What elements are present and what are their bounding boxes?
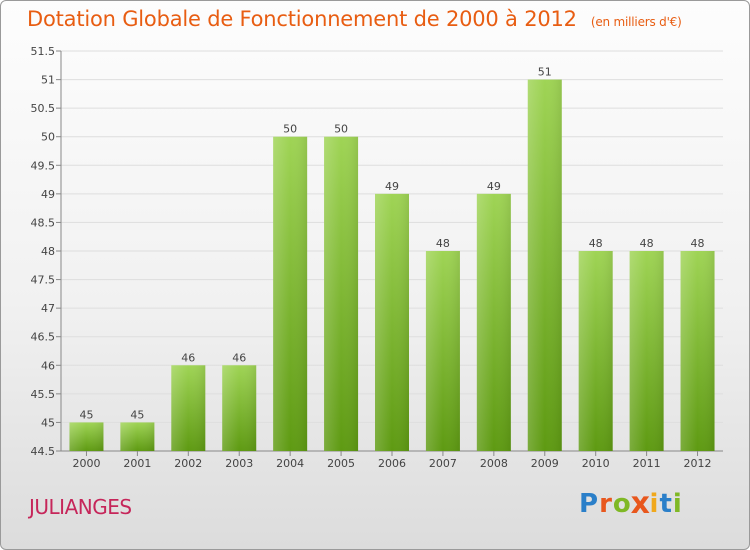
- x-tick-label: 2006: [378, 457, 406, 470]
- y-tick-label: 49: [41, 188, 55, 201]
- data-label: 51: [538, 66, 552, 79]
- data-labels: 45 45 46 46 50 50 49 48 49 51 48 48 48: [79, 66, 704, 422]
- x-tick-label: 2007: [429, 457, 457, 470]
- data-label: 49: [385, 180, 399, 193]
- logo-letter: r: [599, 489, 613, 519]
- bar-shade: [578, 251, 613, 451]
- y-tick-label: 46: [41, 359, 55, 372]
- data-label: 48: [589, 237, 603, 250]
- x-tick-label: 2012: [684, 457, 712, 470]
- y-tick-label: 49.5: [31, 159, 56, 172]
- x-tick-label: 2008: [480, 457, 508, 470]
- bar-shade: [527, 79, 562, 452]
- y-tick-label: 45: [41, 416, 55, 429]
- bar-shade: [171, 365, 206, 451]
- y-tick-label: 47.5: [31, 274, 56, 287]
- data-label: 46: [232, 351, 246, 364]
- data-label: 46: [181, 351, 195, 364]
- chart-subtitle: (en milliers d'€): [590, 15, 682, 29]
- bar-shade: [120, 422, 155, 451]
- x-tick-label: 2009: [531, 457, 559, 470]
- data-label: 48: [691, 237, 705, 250]
- logo-letter: o: [612, 489, 632, 519]
- x-tick-label: 2002: [174, 457, 202, 470]
- bar-shade: [425, 251, 460, 451]
- y-tick-label: 51.5: [31, 45, 56, 58]
- bar-shade: [375, 193, 409, 451]
- y-tick-label: 51: [41, 74, 55, 87]
- data-label: 49: [487, 180, 501, 193]
- y-tick-label: 48.5: [31, 216, 56, 229]
- data-label: 50: [283, 123, 297, 136]
- y-tick-label: 47: [41, 302, 55, 315]
- logo-letter: i: [672, 489, 683, 519]
- bar-shade: [476, 193, 511, 451]
- x-tick-label: 2011: [633, 457, 661, 470]
- bars: [69, 79, 715, 452]
- logo-letter: t: [659, 489, 673, 519]
- data-label: 48: [436, 237, 450, 250]
- y-tick-label: 46.5: [31, 331, 56, 344]
- bar-shade: [69, 422, 104, 451]
- x-tick-label: 2000: [72, 457, 100, 470]
- x-tick-label: 2003: [225, 457, 253, 470]
- data-label: 48: [640, 237, 654, 250]
- logo-letter: i: [649, 489, 660, 519]
- y-tick-label: 50.5: [31, 102, 56, 115]
- data-label: 45: [130, 408, 144, 421]
- y-tick-label: 50: [41, 131, 55, 144]
- bar-shade: [324, 136, 359, 451]
- x-tick-label: 2001: [123, 457, 151, 470]
- logo-letter: x: [630, 486, 651, 522]
- x-tick-label: 2005: [327, 457, 355, 470]
- x-tick-label: 2004: [276, 457, 304, 470]
- y-tick-label: 48: [41, 245, 55, 258]
- logo-letter: P: [579, 489, 600, 519]
- commune-name: JULIANGES: [29, 495, 132, 519]
- bar-shade: [629, 251, 664, 451]
- data-label: 50: [334, 123, 348, 136]
- x-tick-label: 2010: [582, 457, 610, 470]
- y-tick-label: 44.5: [31, 445, 56, 458]
- bar-shade: [273, 136, 308, 451]
- bar-shade: [680, 251, 715, 451]
- y-tick-label: 45.5: [31, 388, 56, 401]
- data-label: 45: [79, 408, 93, 421]
- chart-title-text: Dotation Globale de Fonctionnement de 20…: [27, 7, 577, 31]
- proxiti-logo[interactable]: Proxiti: [579, 486, 683, 522]
- bar-shade: [222, 365, 257, 451]
- chart-title: Dotation Globale de Fonctionnement de 20…: [27, 7, 682, 31]
